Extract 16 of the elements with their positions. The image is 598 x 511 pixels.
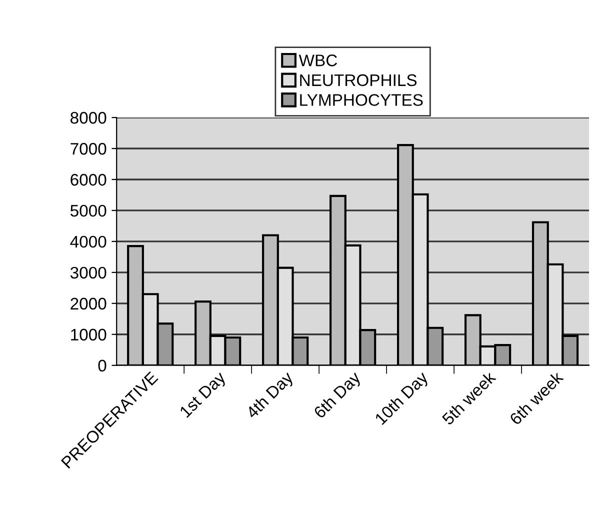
legend-label: NEUTROPHILS [300, 74, 417, 86]
x-tick-label: 6th Day [312, 370, 364, 422]
y-tick-label: 1000 [71, 328, 106, 341]
x-tick-label: 10th Day [374, 370, 432, 428]
y-tick-label: 2000 [70, 298, 106, 310]
legend-label: WBC [298, 54, 338, 66]
legend-label: LYMPHOCYTES [300, 94, 423, 106]
y-tick-label: 7000 [70, 142, 106, 155]
y-tick-label: 3000 [70, 266, 106, 279]
x-tick-label: 4th Day [244, 370, 296, 422]
x-tick-label: 1st Day [179, 370, 229, 420]
y-tick-label: 6000 [70, 174, 106, 186]
y-tick-label: 8000 [70, 112, 106, 124]
y-tick-label: 4000 [70, 236, 106, 248]
y-tick-label: 5000 [70, 204, 106, 217]
y-tick-label: 0 [98, 360, 106, 372]
